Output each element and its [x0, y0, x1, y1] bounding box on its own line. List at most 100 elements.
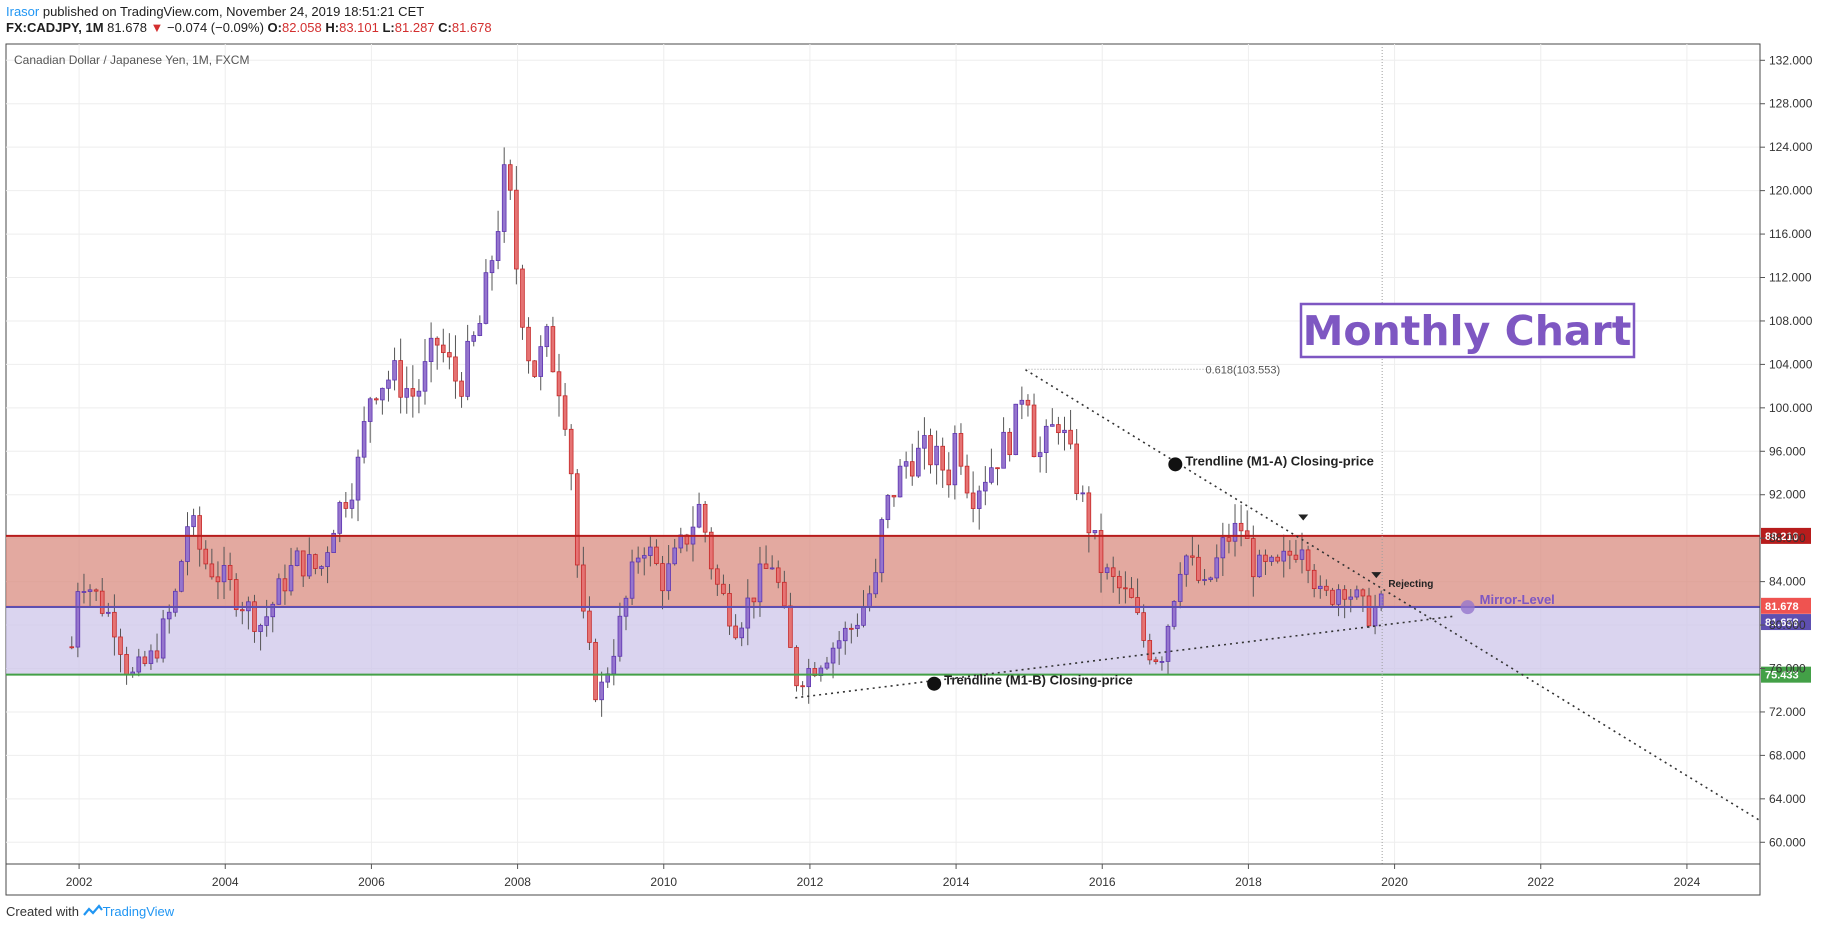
monthly-chart-badge: Monthly Chart — [1299, 302, 1636, 359]
candle-body — [507, 164, 513, 191]
level-88210-badge — [1761, 527, 1811, 544]
symbol-label[interactable]: FX:CADJPY, 1M — [6, 20, 104, 35]
candle-body — [757, 563, 763, 603]
x-tick-label: 2012 — [797, 875, 824, 889]
candle-body — [885, 495, 891, 520]
open-label: O: — [267, 20, 282, 35]
drawings[interactable]: 88.210 81.678 81.658 75.433 0.618(103.553) Tr… — [6, 44, 1811, 864]
candle-body — [794, 647, 799, 687]
candle-body — [1062, 429, 1067, 434]
candle-body — [1184, 555, 1189, 575]
level-75433-price: 75.433 — [1765, 670, 1799, 682]
trendline-m1-a-label-dot — [1168, 457, 1183, 472]
candle-body — [1159, 661, 1165, 663]
candle-body — [1019, 399, 1025, 405]
candle-body — [1366, 595, 1372, 627]
candle-body — [702, 503, 708, 533]
candle-body — [380, 387, 385, 401]
candle-body — [337, 502, 343, 534]
candle-body — [934, 445, 939, 466]
down-arrow-icon: ▼ — [150, 20, 164, 35]
candle-body — [203, 548, 209, 565]
candle-body — [495, 231, 501, 261]
candle-body — [240, 609, 245, 612]
candle-body — [270, 603, 276, 618]
candle-body — [836, 640, 842, 649]
candle-body — [112, 611, 117, 638]
candle-body — [124, 654, 129, 676]
candle-body — [118, 636, 123, 655]
candle-body — [252, 601, 257, 632]
candle-body — [1129, 588, 1134, 598]
trendline-m1-b — [795, 615, 1454, 699]
candle-body — [1336, 589, 1341, 605]
candle-body — [87, 589, 93, 592]
candle-body — [648, 546, 653, 556]
candle-body — [349, 499, 355, 509]
candle-body — [453, 356, 458, 382]
candle-body — [751, 597, 757, 603]
tradingview-link[interactable]: TradingView — [102, 904, 175, 919]
candle-body — [824, 662, 830, 669]
candle-body — [185, 526, 190, 562]
candle-body — [599, 681, 604, 701]
candle-body — [355, 456, 361, 501]
candle-body — [879, 519, 885, 574]
candle-body — [1050, 424, 1055, 427]
candle-body — [142, 656, 148, 664]
candle-body — [1056, 424, 1061, 434]
candle-body — [550, 326, 556, 373]
publish-line: Irasor published on TradingView.com, Nov… — [6, 4, 492, 20]
level-81658-price: 81.658 — [1765, 617, 1799, 629]
candle-body — [1342, 589, 1347, 600]
close-label: C: — [438, 20, 452, 35]
candle-body — [782, 581, 787, 607]
candle-body — [983, 481, 988, 492]
candle-body — [428, 337, 434, 362]
candle-body — [916, 447, 921, 477]
candle-body — [392, 360, 397, 381]
candle-body — [227, 565, 233, 580]
candle-body — [374, 398, 379, 401]
author-link[interactable]: Irasor — [6, 4, 40, 19]
candle-body — [1190, 555, 1195, 558]
candle-body — [532, 360, 537, 377]
candle-body — [1263, 554, 1268, 562]
candle-body — [581, 564, 586, 612]
candle-body — [325, 552, 330, 568]
lower-zone — [6, 606, 1760, 675]
candle-body — [763, 563, 769, 569]
candle-body — [946, 469, 952, 486]
candle-body — [1293, 554, 1299, 560]
y-tick-label: 60.000 — [1769, 835, 1806, 849]
y-tick-label: 124.000 — [1769, 140, 1813, 154]
candle-body — [264, 616, 269, 626]
y-tick-label: 80.000 — [1769, 618, 1806, 632]
candle-body — [106, 611, 111, 614]
candle-body — [1360, 589, 1366, 597]
candle-body — [635, 557, 641, 563]
y-tick-label: 68.000 — [1769, 748, 1806, 762]
candle-body — [1244, 530, 1250, 539]
candle-body — [733, 625, 738, 639]
candle-body — [69, 646, 75, 649]
candle-body — [209, 563, 215, 578]
level-75433-badge — [1761, 666, 1811, 683]
low-value: 81.287 — [394, 20, 435, 35]
candle-body — [1269, 556, 1274, 562]
candle-body — [745, 597, 751, 629]
candle-body — [587, 610, 592, 643]
candle-body — [471, 335, 477, 342]
candle-body — [75, 591, 81, 648]
candle-body — [1141, 612, 1146, 641]
candle-body — [678, 534, 684, 549]
candle-body — [958, 433, 964, 467]
candle-body — [1098, 530, 1104, 573]
x-tick-label: 2002 — [66, 875, 93, 889]
candle-body — [386, 379, 391, 389]
x-tick-label: 2020 — [1381, 875, 1408, 889]
candle-body — [313, 554, 318, 569]
candle-body — [1299, 549, 1305, 560]
candles[interactable] — [69, 147, 1384, 717]
